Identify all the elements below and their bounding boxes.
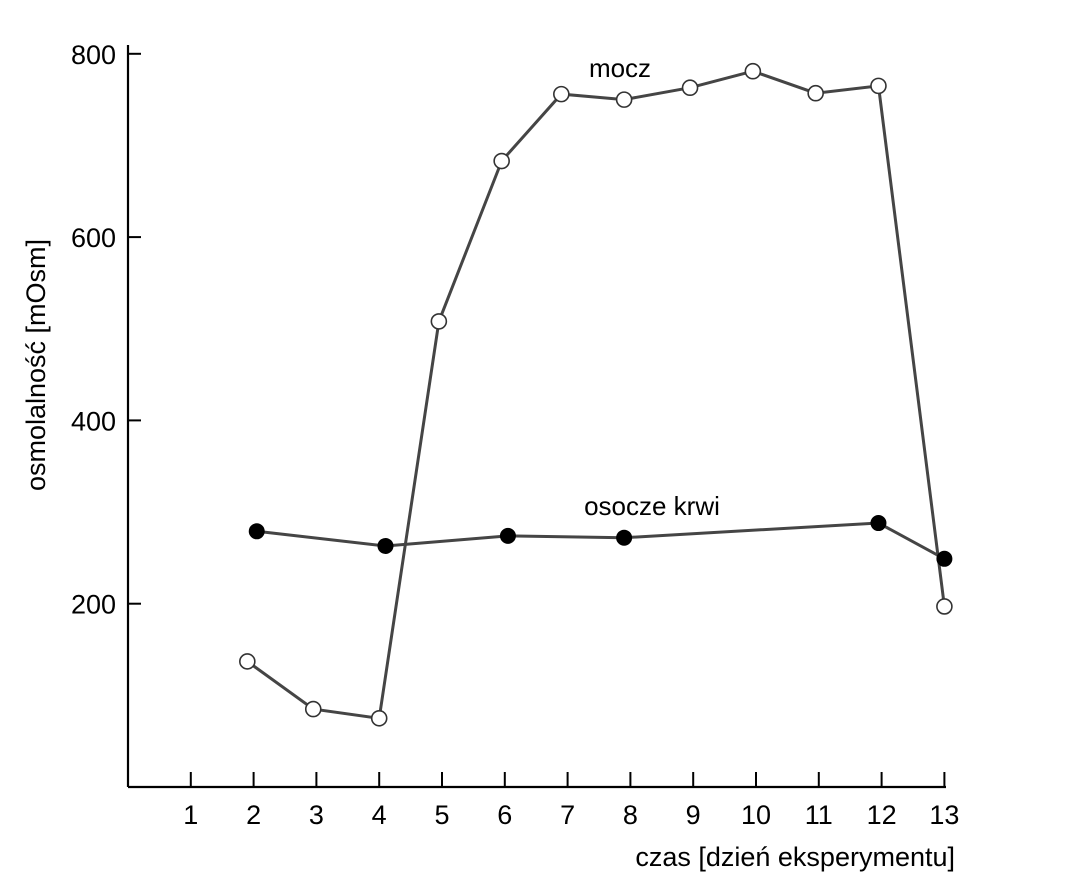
y-tick-label: 200 xyxy=(71,590,116,620)
axes xyxy=(126,45,946,789)
data-point-filled xyxy=(936,550,953,567)
data-point-filled xyxy=(616,529,633,546)
data-point-open xyxy=(304,700,322,718)
series-line xyxy=(246,69,946,720)
series-1 xyxy=(248,515,953,567)
data-point-filled xyxy=(248,523,265,540)
series-label-mocz: mocz xyxy=(589,53,651,83)
x-tick-label: 7 xyxy=(560,800,575,830)
data-point-open xyxy=(744,62,762,80)
x-tick-label: 6 xyxy=(497,800,512,830)
data-point-filled xyxy=(499,527,516,544)
x-tick-label: 3 xyxy=(309,800,324,830)
data-point-open xyxy=(430,313,448,330)
data-point-open xyxy=(370,709,388,727)
y-tick-label: 600 xyxy=(71,223,116,253)
x-axis-title: czas [dzień eksperymentu] xyxy=(635,842,955,872)
x-tick-label: 2 xyxy=(246,800,261,830)
x-ticks: 1 2 3 4 5 6 7 8 9 10 11 12 13 xyxy=(183,772,959,830)
data-point-open xyxy=(807,84,824,102)
series-label-osocze-krwi: osocze krwi xyxy=(584,491,720,521)
y-tick-label: 800 xyxy=(71,40,116,70)
data-point-open xyxy=(493,152,510,170)
x-tick-label: 9 xyxy=(686,800,701,830)
data-point-filled xyxy=(870,515,887,532)
data-point-open xyxy=(936,598,953,615)
data-point-open xyxy=(239,653,256,670)
y-tick-label: 400 xyxy=(71,406,116,436)
series-layer xyxy=(239,62,953,727)
x-tick-label: 12 xyxy=(867,800,897,830)
x-tick-label: 8 xyxy=(623,800,638,830)
data-point-filled xyxy=(377,537,394,554)
data-point-open xyxy=(615,91,633,108)
y-ticks: 200 400 600 800 xyxy=(71,40,141,620)
x-tick-label: 1 xyxy=(183,800,198,830)
x-tick-label: 10 xyxy=(741,800,771,830)
series-line xyxy=(256,521,946,561)
series-0 xyxy=(239,62,953,727)
x-tick-label: 11 xyxy=(805,800,833,830)
x-tick-label: 5 xyxy=(434,800,449,830)
x-tick-label: 13 xyxy=(929,800,959,830)
data-point-open xyxy=(681,79,699,97)
x-tick-label: 4 xyxy=(372,800,387,830)
data-point-open xyxy=(553,85,570,103)
data-point-open xyxy=(870,77,887,95)
y-axis-title: osmolalność [mOsm] xyxy=(21,239,51,491)
